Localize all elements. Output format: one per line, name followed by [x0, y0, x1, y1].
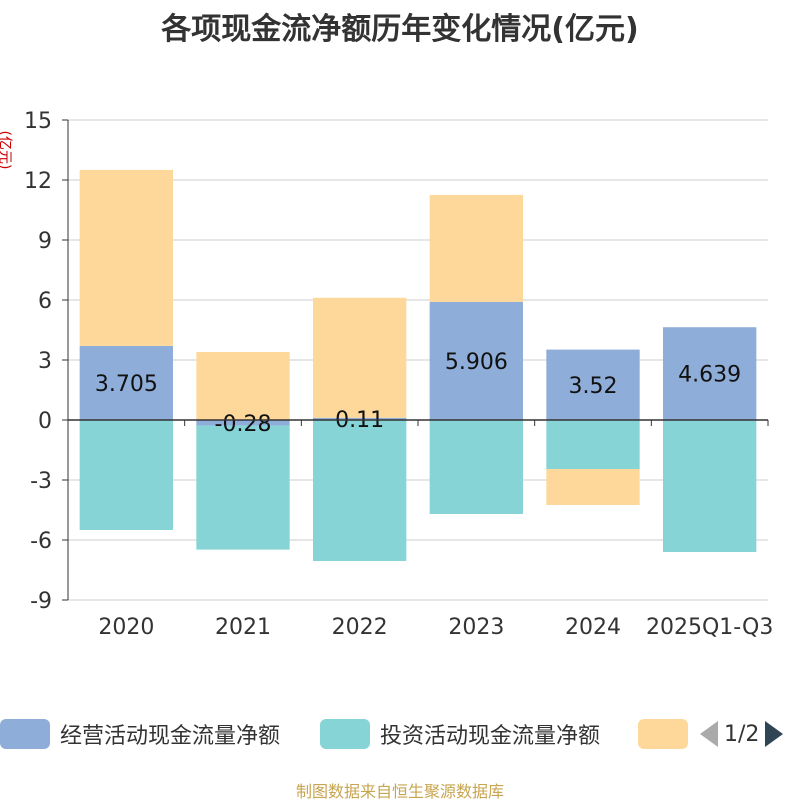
legend-page-indicator: 1/2 — [724, 721, 760, 747]
x-tick-label: 2025Q1-Q3 — [646, 615, 773, 640]
prev-page-icon[interactable] — [700, 721, 718, 747]
next-page-icon[interactable] — [765, 721, 784, 747]
data-label: 3.705 — [95, 372, 158, 397]
y-tick-label: 0 — [38, 409, 52, 434]
x-tick-label: 2021 — [215, 615, 271, 640]
bar-series2-2020 — [79, 169, 173, 346]
legend-item-operating[interactable]: 经营活动现金流量净额 — [0, 714, 280, 754]
bar-series1-2021 — [196, 425, 290, 550]
bar-series0-2021 — [196, 420, 290, 426]
x-tick-label: 2023 — [448, 615, 504, 640]
legend-item-investing[interactable]: 投资活动现金流量净额 — [320, 714, 600, 754]
bar-series2-2022 — [313, 297, 407, 418]
x-tick-label: 2020 — [98, 615, 154, 640]
y-tick-label: 6 — [38, 289, 52, 314]
x-tick-label: 2022 — [332, 615, 388, 640]
bar-series2-2021 — [196, 352, 290, 420]
bar-series0-2022 — [313, 417, 407, 420]
legend-swatch-operating — [0, 719, 50, 749]
y-tick-label: 9 — [38, 229, 52, 254]
bar-series0-2020 — [79, 345, 173, 420]
data-label: 3.52 — [569, 374, 618, 399]
data-source-note: 制图数据来自恒生聚源数据库 — [295, 782, 504, 801]
bar-series0-2025Q1-Q3 — [663, 327, 757, 420]
legend: 经营活动现金流量净额 投资活动现金流量净额 1/2 — [0, 714, 800, 754]
data-label: 4.639 — [678, 363, 741, 388]
y-tick-label: -9 — [30, 589, 52, 614]
bar-series1-2025Q1-Q3 — [663, 420, 757, 552]
bar-series1-2020 — [79, 420, 173, 530]
bar-series0-2023 — [429, 301, 523, 420]
data-label: -0.28 — [215, 412, 272, 437]
data-label: 5.906 — [445, 350, 508, 375]
bar-series1-2023 — [429, 420, 523, 514]
legend-pager: 1/2 — [700, 714, 784, 754]
bar-series1-2024 — [546, 420, 640, 469]
legend-label-investing: 投资活动现金流量净额 — [380, 724, 601, 749]
legend-label-operating: 经营活动现金流量净额 — [60, 724, 281, 749]
legend-item-third[interactable] — [638, 714, 688, 754]
legend-swatch-investing — [320, 719, 370, 749]
y-tick-label: 12 — [24, 169, 52, 194]
bar-series2-2023 — [429, 194, 523, 302]
y-tick-label: -6 — [30, 529, 52, 554]
y-tick-label: -3 — [30, 469, 52, 494]
chart-title: 各项现金流净额历年变化情况(亿元) — [161, 12, 639, 47]
bar-series0-2024 — [546, 349, 640, 420]
bar-series2-2024 — [546, 469, 640, 505]
y-tick-label: 15 — [24, 109, 52, 134]
x-tick-label: 2024 — [565, 615, 621, 640]
y-tick-label: 3 — [38, 349, 52, 374]
bar-series1-2022 — [313, 420, 407, 561]
legend-swatch-third — [638, 719, 688, 749]
